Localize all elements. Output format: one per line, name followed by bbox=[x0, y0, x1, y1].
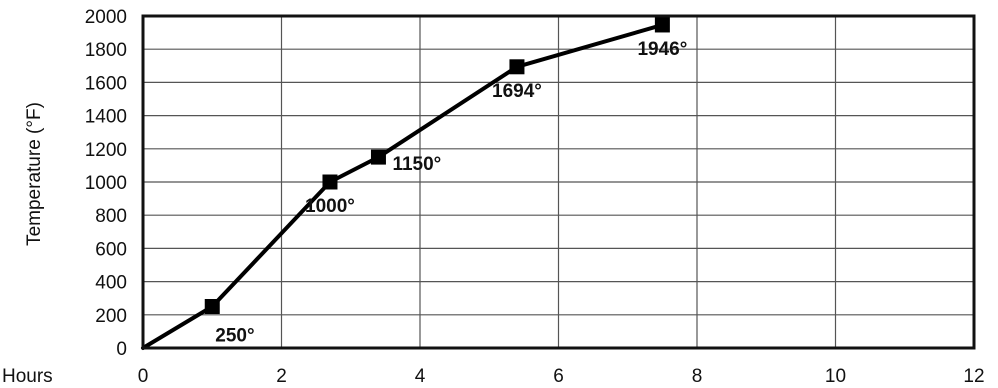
y-axis-ticks: 0 200 400 600 800 1000 1200 1400 1600 1800 2000 bbox=[85, 7, 127, 360]
x-tick-label: 4 bbox=[415, 366, 426, 387]
x-tick-label: 6 bbox=[553, 366, 564, 387]
data-point-marker bbox=[322, 174, 338, 190]
y-tick-label: 800 bbox=[95, 206, 127, 227]
data-label: 1694° bbox=[492, 81, 542, 102]
x-tick-label: 2 bbox=[276, 366, 287, 387]
data-label: 250° bbox=[215, 326, 254, 347]
x-tick-label: 10 bbox=[825, 366, 846, 387]
y-tick-label: 1000 bbox=[85, 173, 127, 194]
series-layer bbox=[141, 17, 670, 350]
x-axis-ticks: 0 2 4 6 8 10 12 bbox=[138, 366, 985, 387]
plot-frame bbox=[141, 14, 976, 350]
data-point-marker bbox=[204, 299, 220, 314]
y-tick-label: 0 bbox=[116, 339, 127, 360]
x-tick-label: 0 bbox=[138, 366, 149, 387]
data-label: 1946° bbox=[637, 39, 687, 60]
y-tick-label: 1600 bbox=[85, 73, 127, 94]
data-label: 1150° bbox=[392, 154, 441, 175]
data-label: 1000° bbox=[305, 196, 355, 217]
y-tick-label: 2000 bbox=[85, 7, 127, 28]
data-point-marker bbox=[654, 17, 670, 33]
y-tick-label: 1400 bbox=[85, 107, 127, 128]
data-labels: 250° 1000° 1150° 1694° 1946° bbox=[215, 39, 687, 347]
y-tick-label: 1800 bbox=[85, 40, 127, 61]
y-tick-label: 1200 bbox=[85, 140, 127, 161]
y-tick-label: 600 bbox=[95, 239, 127, 260]
x-axis-title: Hours bbox=[2, 366, 53, 387]
data-point-marker bbox=[509, 59, 525, 75]
y-axis-title: Temperature (°F) bbox=[24, 102, 45, 246]
x-tick-label: 8 bbox=[692, 366, 703, 387]
data-point-marker bbox=[370, 149, 386, 165]
grid bbox=[143, 16, 974, 348]
series-line bbox=[141, 22, 665, 350]
y-tick-label: 200 bbox=[95, 306, 127, 327]
x-tick-label: 12 bbox=[963, 366, 984, 387]
y-tick-label: 400 bbox=[95, 273, 127, 294]
